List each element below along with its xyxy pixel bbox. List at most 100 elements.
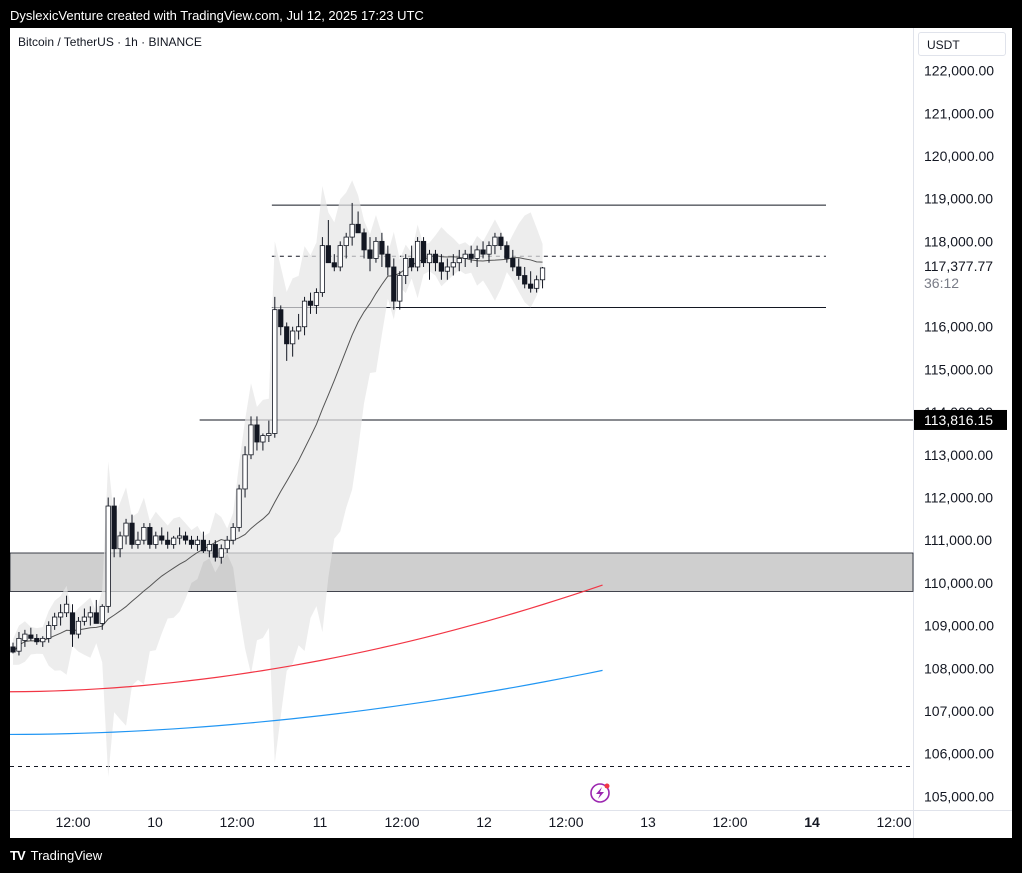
x-tick-label: 12: [476, 814, 492, 830]
candle-body: [111, 505, 117, 550]
y-tick-label: 109,000.00: [924, 618, 994, 634]
candle-body: [40, 637, 46, 643]
lightning-icon[interactable]: [590, 783, 610, 803]
candle-body: [284, 326, 290, 345]
candle-body: [456, 258, 462, 264]
candle-body: [379, 240, 385, 255]
last-price-label: 117,377.77: [924, 258, 993, 274]
candle-body: [504, 245, 510, 259]
candle-body: [63, 603, 70, 614]
symbol-title: Bitcoin / TetherUS · 1h · BINANCE: [18, 35, 202, 49]
candle-body: [522, 275, 528, 285]
x-tick-label: 11: [313, 814, 328, 830]
candle-body: [16, 637, 22, 652]
candle-body: [307, 300, 314, 306]
candle-body: [438, 262, 445, 272]
candle-body: [182, 535, 189, 541]
candle-body: [462, 253, 468, 259]
candle-body: [171, 537, 177, 545]
candle-body: [200, 539, 206, 552]
candle-body: [28, 634, 34, 639]
candle-body: [129, 522, 135, 545]
candle-body: [141, 526, 147, 541]
candle-body: [319, 245, 326, 293]
candle-body: [52, 616, 58, 626]
candle-body: [480, 249, 486, 255]
y-tick-label: 105,000.00: [924, 788, 994, 804]
y-tick-label: 107,000.00: [924, 703, 994, 719]
candle-body: [212, 544, 218, 558]
candle-body: [325, 245, 331, 264]
candle-body: [295, 326, 302, 332]
tradingview-brand[interactable]: TV TradingView: [10, 848, 102, 863]
candle-body: [236, 488, 242, 528]
candle-body: [99, 605, 105, 624]
candle-body: [81, 616, 87, 622]
candle-body: [105, 505, 111, 607]
candle-body: [355, 223, 361, 234]
y-tick-label: 113,000.00: [924, 447, 993, 463]
ema-red-line: [10, 584, 603, 693]
candle-body: [528, 283, 534, 289]
candle-body: [420, 240, 427, 264]
candle-body: [539, 267, 546, 281]
candle-body: [272, 309, 278, 434]
x-tick-label: 12:00: [384, 814, 419, 830]
candle-body: [373, 240, 379, 259]
x-tick-label: 13: [640, 814, 656, 830]
candle-body: [46, 625, 52, 639]
candle-body: [385, 253, 391, 268]
candle-body: [224, 539, 230, 550]
ema-blue-line: [10, 669, 603, 736]
candle-body: [147, 526, 153, 545]
y-tick-label: 120,000.00: [924, 148, 994, 164]
candle-body: [510, 258, 516, 268]
candle-body: [165, 539, 171, 545]
price-label-box: [914, 409, 1007, 430]
notification-dot-icon: [604, 783, 610, 789]
x-tick-label: 12:00: [219, 814, 254, 830]
candle-body: [34, 637, 40, 643]
candle-body: [123, 522, 129, 537]
candle-body: [367, 249, 373, 259]
candle-body: [397, 275, 403, 302]
candle-body: [218, 548, 224, 558]
bollinger-band: [13, 180, 543, 777]
y-tick-label: 122,000.00: [924, 63, 994, 79]
candle-body: [248, 424, 254, 456]
candle-body: [290, 330, 296, 345]
x-tick-label: 12:00: [712, 814, 747, 830]
candle-body: [260, 435, 266, 443]
candle-body: [254, 424, 260, 443]
moving-average-line: [12, 254, 543, 653]
candle-body: [135, 539, 141, 545]
candle-body: [266, 433, 272, 436]
chart-canvas[interactable]: 122,000.00 121,000.00 120,000.00 119,000.00…: [10, 28, 1012, 838]
brand-label: TradingView: [30, 848, 103, 863]
candle-body: [93, 612, 99, 624]
candle-body: [75, 620, 82, 635]
candle-body: [176, 535, 183, 539]
y-tick-label: 112,000.00: [924, 490, 993, 506]
y-tick-label: 115,000.00: [924, 361, 993, 377]
y-tick-label: 108,000.00: [924, 660, 994, 676]
candle-body: [10, 646, 16, 653]
candle-body: [516, 266, 522, 276]
candle-body: [414, 240, 421, 268]
candle-body: [474, 249, 480, 259]
candle-body: [242, 454, 248, 490]
currency-selector[interactable]: USDT: [918, 32, 1006, 56]
chart-frame[interactable]: 122,000.00 121,000.00 120,000.00 119,000.00…: [10, 28, 1012, 838]
y-tick-label: 116,000.00: [924, 319, 993, 335]
candle-body: [391, 266, 397, 302]
tradingview-logo-icon: TV: [10, 848, 26, 863]
candle-body: [426, 253, 433, 264]
candle-body: [301, 300, 308, 328]
candle-body: [403, 258, 409, 276]
y-tick-label: 121,000.00: [924, 105, 994, 121]
countdown-label: 36:12: [924, 275, 959, 291]
y-tick-label: 110,000.00: [924, 575, 993, 591]
candle-body: [444, 266, 450, 272]
candle-body: [230, 526, 236, 541]
candle-body: [69, 612, 76, 635]
